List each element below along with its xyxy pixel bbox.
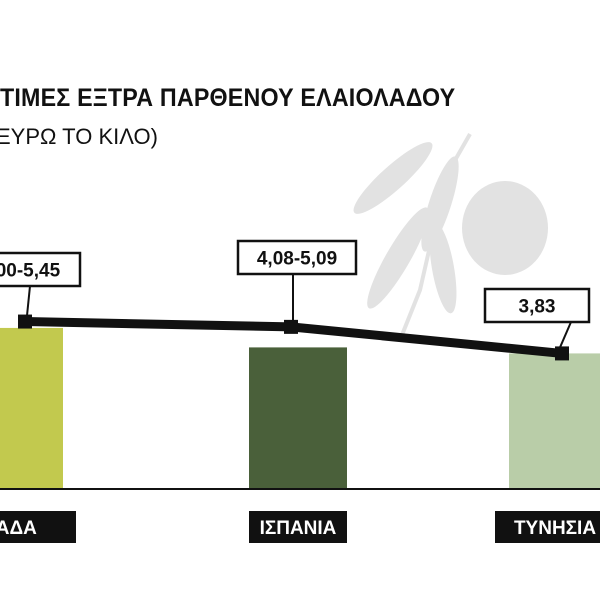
labels-layer: 4,00-5,45 4,08-5,09 3,83 bbox=[0, 239, 591, 348]
olive-branch-icon bbox=[353, 133, 548, 336]
chart-subtitle: ΕΥΡΩ ΤΟ ΚΙΛΟ) bbox=[0, 124, 158, 149]
data-label-box-1 bbox=[0, 251, 82, 288]
data-label-2: 4,08-5,09 bbox=[257, 249, 337, 270]
category-label-2: ΙΣΠΑΝΙΑ bbox=[260, 518, 337, 539]
category-box-2 bbox=[249, 511, 347, 543]
data-label-box-2 bbox=[236, 239, 358, 276]
chart-title: ΤΙΜΕΣ ΕΞΤΡΑ ΠΑΡΘΕΝΟΥ ΕΛΑΙΟΛΑΔΟΥ bbox=[0, 84, 456, 112]
category-label-1: ΛΑΔΑ bbox=[0, 518, 37, 539]
line-marker-1 bbox=[18, 314, 32, 329]
data-label-3: 3,83 bbox=[519, 297, 556, 318]
category-box-3 bbox=[495, 511, 600, 543]
categories-layer: ΛΑΔΑ ΙΣΠΑΝΙΑ ΤΥΝΗΣΙΑ bbox=[0, 511, 600, 543]
line-marker-3 bbox=[555, 346, 569, 361]
data-label-1: 4,00-5,45 bbox=[0, 261, 61, 282]
callout-leader-3 bbox=[559, 321, 572, 348]
bar-2 bbox=[249, 347, 347, 489]
category-label-3: ΤΥΝΗΣΙΑ bbox=[514, 518, 596, 539]
bar-1 bbox=[0, 327, 63, 489]
callout-leader-1 bbox=[26, 285, 31, 316]
line-marker-2 bbox=[284, 319, 298, 334]
data-label-box-3 bbox=[483, 287, 591, 324]
category-box-1 bbox=[0, 511, 76, 543]
bar-3 bbox=[509, 353, 600, 489]
line-layer bbox=[18, 314, 569, 361]
bars-layer bbox=[0, 327, 600, 489]
